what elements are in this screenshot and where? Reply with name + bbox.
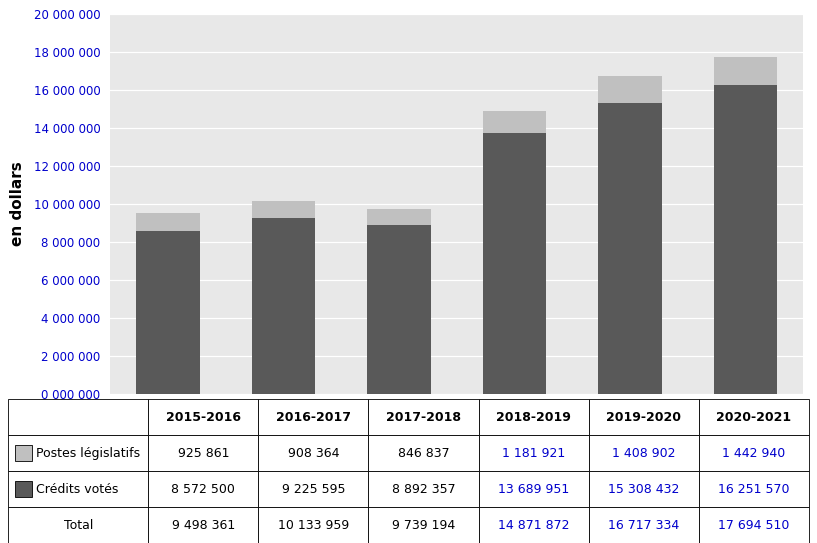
Bar	[148, 435, 258, 471]
Bar	[598, 103, 662, 394]
Bar	[8, 507, 148, 543]
Bar	[483, 111, 547, 134]
Bar	[148, 399, 258, 435]
Text: 14 871 872: 14 871 872	[498, 519, 569, 532]
Text: 10 133 959: 10 133 959	[278, 519, 349, 532]
Bar	[15, 481, 32, 497]
Text: 1 181 921: 1 181 921	[502, 446, 565, 459]
Text: 17 694 510: 17 694 510	[718, 519, 789, 532]
Bar	[479, 399, 588, 435]
Bar	[598, 76, 662, 103]
Y-axis label: en dollars: en dollars	[11, 161, 25, 246]
Text: 2017-2018: 2017-2018	[386, 411, 461, 424]
Bar	[479, 435, 588, 471]
Bar	[699, 399, 809, 435]
Bar	[252, 201, 315, 218]
Bar	[8, 471, 148, 507]
Bar	[479, 507, 588, 543]
Bar	[368, 435, 479, 471]
Text: Total: Total	[64, 519, 93, 532]
Bar	[258, 435, 368, 471]
Text: 8 892 357: 8 892 357	[391, 483, 455, 496]
Text: 8 572 500: 8 572 500	[172, 483, 235, 496]
Text: 846 837: 846 837	[398, 446, 449, 459]
Bar	[258, 471, 368, 507]
Text: 908 364: 908 364	[288, 446, 339, 459]
Bar	[8, 399, 148, 435]
Bar	[588, 399, 699, 435]
Text: 2020-2021: 2020-2021	[717, 411, 792, 424]
Bar	[368, 399, 479, 435]
Bar	[713, 58, 777, 85]
Bar	[699, 435, 809, 471]
Bar	[479, 471, 588, 507]
Bar	[252, 218, 315, 394]
Text: 925 861: 925 861	[177, 446, 229, 459]
Bar	[367, 209, 431, 225]
Bar	[367, 225, 431, 394]
Bar	[699, 507, 809, 543]
Bar	[368, 471, 479, 507]
Bar	[258, 507, 368, 543]
Text: 2019-2020: 2019-2020	[606, 411, 681, 424]
Bar	[588, 435, 699, 471]
Bar	[713, 85, 777, 394]
Bar	[258, 399, 368, 435]
Bar	[368, 507, 479, 543]
Text: 9 498 361: 9 498 361	[172, 519, 235, 532]
Text: Crédits votés: Crédits votés	[36, 483, 118, 496]
Text: 16 717 334: 16 717 334	[608, 519, 679, 532]
Text: 16 251 570: 16 251 570	[718, 483, 789, 496]
Text: 2018-2019: 2018-2019	[496, 411, 571, 424]
Text: 9 739 194: 9 739 194	[392, 519, 455, 532]
Text: 1 408 902: 1 408 902	[612, 446, 676, 459]
Bar	[148, 507, 258, 543]
Bar	[136, 213, 200, 231]
Bar	[588, 471, 699, 507]
Text: 13 689 951: 13 689 951	[498, 483, 569, 496]
Bar	[8, 435, 148, 471]
Bar	[136, 231, 200, 394]
Text: Postes législatifs: Postes législatifs	[36, 446, 141, 459]
Text: 9 225 595: 9 225 595	[282, 483, 345, 496]
Text: 15 308 432: 15 308 432	[608, 483, 680, 496]
Bar	[15, 445, 32, 461]
Bar	[148, 471, 258, 507]
Bar	[699, 471, 809, 507]
Bar	[588, 507, 699, 543]
Text: 2016-2017: 2016-2017	[276, 411, 351, 424]
Text: 1 442 940: 1 442 940	[722, 446, 785, 459]
Bar	[483, 134, 547, 394]
Text: 2015-2016: 2015-2016	[166, 411, 241, 424]
